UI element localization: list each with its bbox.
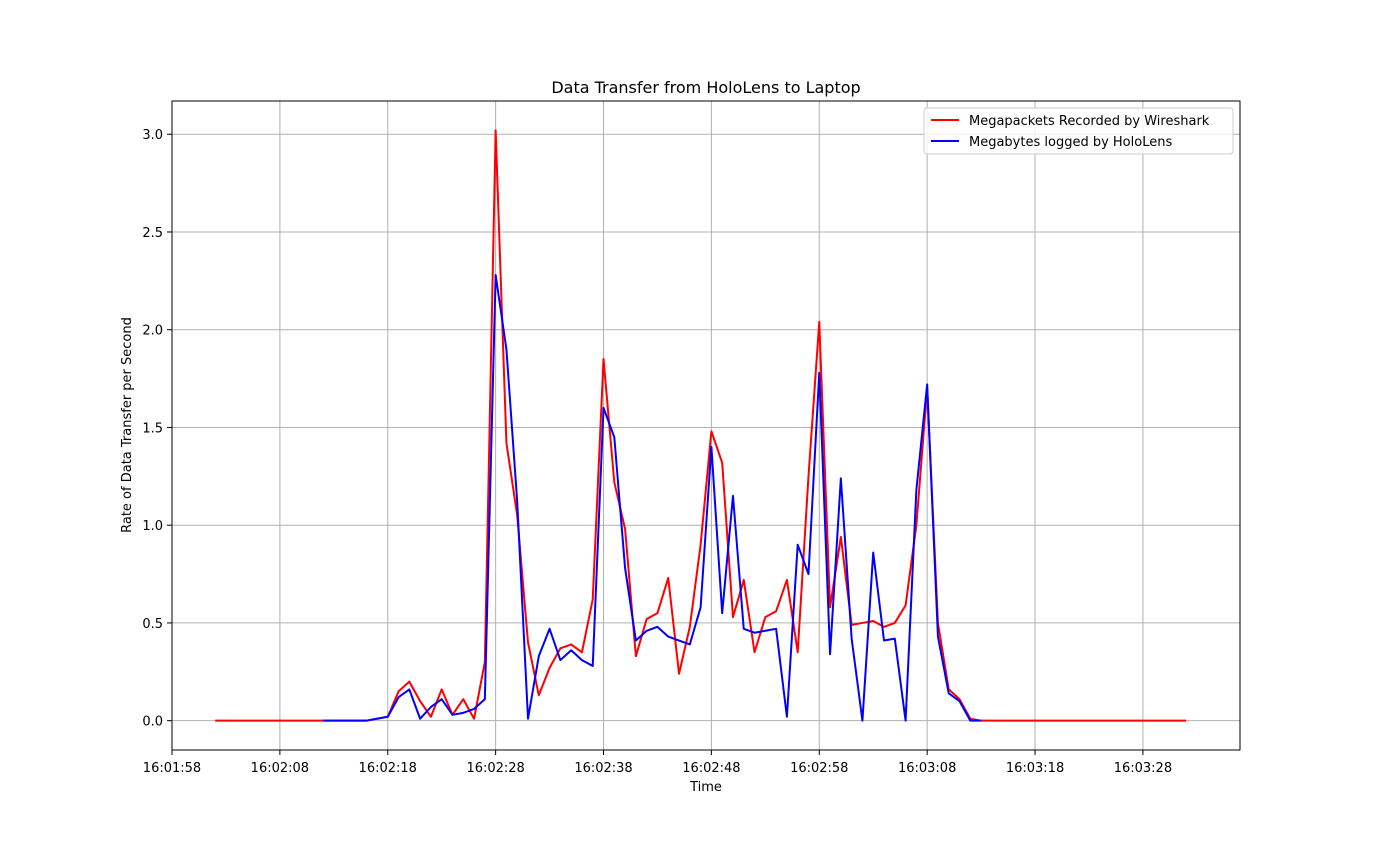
legend: Megapackets Recorded by Wireshark Megaby… — [923, 107, 1234, 155]
x-tick-label: 16:02:58 — [790, 761, 848, 776]
x-axis: 16:01:58 16:02:08 16:02:18 16:02:28 16:02:38… — [143, 750, 1172, 776]
x-tick-label: 16:02:38 — [574, 761, 632, 776]
y-axis-title: Rate of Data Transfer per Second — [120, 317, 135, 533]
y-tick-label: 2.0 — [142, 324, 163, 339]
x-tick-label: 16:01:58 — [143, 761, 201, 776]
series-layer — [215, 129, 1187, 722]
y-tick-label: 1.5 — [142, 421, 163, 436]
x-tick-label: 16:02:28 — [466, 761, 524, 776]
x-tick-label: 16:03:28 — [1114, 761, 1172, 776]
y-tick-label: 1.0 — [142, 519, 163, 534]
y-axis: 0.0 0.5 1.0 1.5 2.0 2.5 3.0 — [142, 128, 172, 730]
x-tick-label: 16:02:48 — [682, 761, 740, 776]
legend-label-wireshark: Megapackets Recorded by Wireshark — [969, 114, 1210, 129]
legend-label-hololens: Megabytes logged by HoloLens — [969, 135, 1172, 150]
x-tick-label: 16:02:18 — [359, 761, 417, 776]
x-tick-label: 16:03:18 — [1006, 761, 1064, 776]
x-tick-label: 16:02:08 — [251, 761, 309, 776]
series-line-hololens — [323, 273, 982, 722]
y-tick-label: 3.0 — [142, 128, 163, 143]
x-tick-label: 16:03:08 — [898, 761, 956, 776]
plot-frame — [171, 100, 1241, 751]
series-line-wireshark — [215, 129, 1187, 722]
x-axis-title: Time — [689, 780, 722, 795]
y-tick-label: 0.5 — [142, 617, 163, 632]
y-tick-label: 2.5 — [142, 226, 163, 241]
chart-title: Data Transfer from HoloLens to Laptop — [551, 78, 860, 97]
y-tick-label: 0.0 — [142, 715, 163, 730]
legend-box — [923, 107, 1234, 155]
